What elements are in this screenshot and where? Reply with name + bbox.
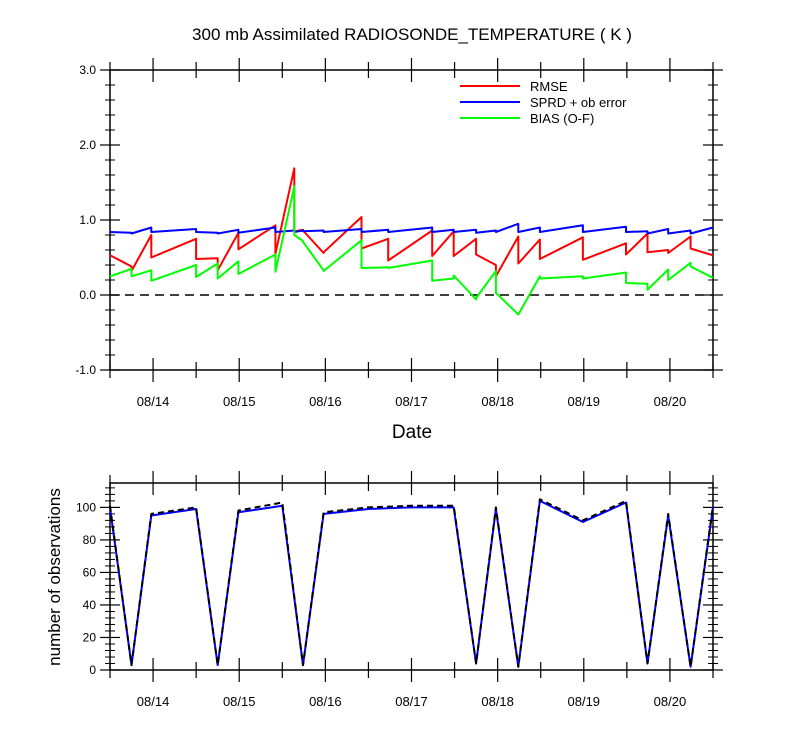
- x-tick-label: 08/19: [568, 694, 601, 709]
- top-chart-title: 300 mb Assimilated RADIOSONDE_TEMPERATUR…: [192, 25, 632, 44]
- y-tick-label: 3.0: [79, 63, 96, 77]
- y-tick-label: 0: [89, 663, 96, 677]
- y-tick-label: 100: [76, 500, 96, 514]
- bottom-y-axis-label: number of observations: [45, 488, 64, 666]
- bottom-series-group: [109, 498, 714, 668]
- x-tick-label: 08/14: [137, 394, 170, 409]
- bottom-x-axis: 08/14 08/15 08/16 08/17 08/18 08/19 08/20: [109, 471, 714, 709]
- top-chart: 300 mb Assimilated RADIOSONDE_TEMPERATUR…: [75, 25, 723, 443]
- y-tick-label: 1.0: [79, 213, 96, 227]
- y-tick-label: 0.0: [79, 288, 96, 302]
- x-tick-label: 08/19: [568, 394, 601, 409]
- y-tick-label: 20: [83, 630, 97, 644]
- x-tick-label: 08/14: [137, 694, 170, 709]
- x-tick-label: 08/18: [481, 694, 514, 709]
- x-tick-label: 08/18: [481, 394, 514, 409]
- legend-entry-label: BIAS (O-F): [530, 111, 594, 126]
- legend-entry-label: RMSE: [530, 79, 568, 94]
- series-line-sprd-ob-error: [109, 222, 714, 235]
- top-plot-frame: [109, 69, 714, 371]
- bottom-plot-frame: [109, 482, 714, 671]
- series-line-observations-possible: [109, 498, 714, 668]
- top-series-group: [109, 167, 714, 316]
- x-tick-label: 08/15: [223, 394, 256, 409]
- top-y-axis: 3.0 2.0 1.0 0.0 -1.0: [75, 63, 723, 377]
- series-line-observations-assimilated: [109, 499, 714, 668]
- x-tick-label: 08/20: [654, 394, 687, 409]
- y-tick-label: 2.0: [79, 138, 96, 152]
- x-tick-label: 08/16: [309, 394, 342, 409]
- bottom-y-axis: 0 20 40 60 80 100: [76, 487, 723, 677]
- x-tick-label: 08/17: [395, 394, 428, 409]
- series-line-rmse: [109, 167, 714, 278]
- top-x-axis: 08/14 08/15 08/16 08/17 08/18 08/19 08/20: [109, 58, 714, 409]
- y-tick-label: 40: [83, 598, 97, 612]
- x-tick-label: 08/17: [395, 694, 428, 709]
- y-tick-label: 60: [83, 565, 97, 579]
- y-tick-label: 80: [83, 533, 97, 547]
- top-x-axis-label: Date: [392, 422, 432, 443]
- x-tick-label: 08/16: [309, 694, 342, 709]
- legend-entry-label: SPRD + ob error: [530, 95, 627, 110]
- y-tick-label: -1.0: [75, 363, 96, 377]
- x-tick-label: 08/15: [223, 694, 256, 709]
- series-line-bias-o-f: [109, 185, 714, 316]
- x-tick-label: 08/20: [654, 694, 687, 709]
